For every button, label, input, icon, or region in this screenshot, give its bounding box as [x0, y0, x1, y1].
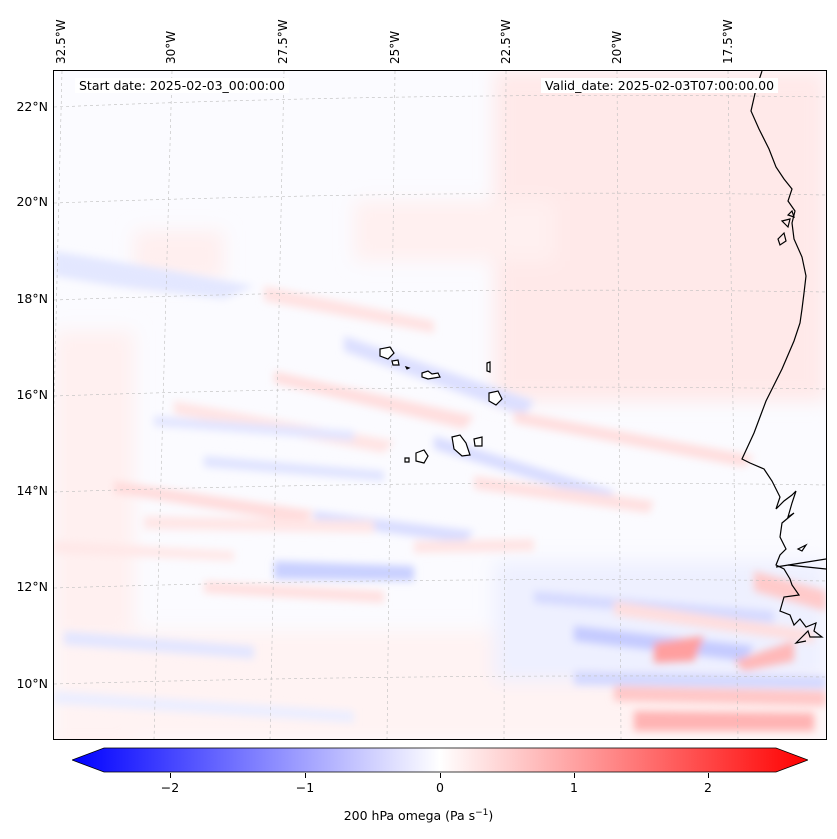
lat-label-14n: 14°N [16, 483, 48, 498]
colorbar-tickmark-neg1 [305, 773, 306, 778]
omega-colorbar [72, 747, 808, 773]
lat-label-20n: 20°N [16, 194, 48, 209]
colorbar-tickmark-2 [708, 773, 709, 778]
island-sao-vicente [391, 359, 400, 366]
colorbar-label-exponent: −1 [475, 808, 489, 818]
lon-label-32-5w: 32.5°W [54, 19, 68, 64]
island-sao-nicolau [421, 370, 441, 380]
lon-label-25w: 25°W [388, 30, 402, 64]
cape-verde-islands [379, 346, 503, 464]
lat-label-10n: 10°N [16, 676, 48, 691]
colorbar-tick-2: 2 [704, 780, 712, 795]
lon-label-27-5w: 27.5°W [276, 19, 290, 64]
omega-field-bands [54, 251, 826, 731]
graticule [54, 71, 826, 739]
start-date-text: Start date: 2025-02-03_00:00:00 [75, 78, 289, 93]
island-santiago [451, 434, 471, 457]
colorbar-label: 200 hPa omega (Pa s−1) [0, 808, 837, 823]
colorbar-tickmark-1 [574, 773, 575, 778]
omega-map [53, 70, 827, 740]
colorbar-tickmark-neg2 [170, 773, 171, 778]
colorbar-tick-0: 0 [436, 780, 444, 795]
lon-label-17-5w: 17.5°W [721, 19, 735, 64]
lat-label-16n: 16°N [16, 387, 48, 402]
lat-label-12n: 12°N [16, 579, 48, 594]
lat-label-22n: 22°N [16, 99, 48, 114]
island-fogo [415, 449, 429, 464]
lon-label-22-5w: 22.5°W [499, 19, 513, 64]
colorbar-label-main: 200 hPa omega (Pa s [343, 808, 476, 824]
colorbar-tickmark-0 [440, 773, 441, 778]
island-sal [486, 361, 491, 373]
colorbar-body [72, 747, 808, 773]
island-maio [473, 436, 483, 447]
lat-label-18n: 18°N [16, 291, 48, 306]
island-boa-vista [488, 390, 503, 406]
map-canvas [54, 71, 826, 739]
valid-date-text: Valid_date: 2025-02-03T07:00:00.00 [541, 78, 779, 93]
lon-label-30w: 30°W [164, 30, 178, 64]
colorbar-tick-neg1: −1 [295, 780, 315, 795]
african-coastline [741, 71, 826, 644]
colorbar-tick-1: 1 [570, 780, 578, 795]
lon-label-20w: 20°W [610, 30, 624, 64]
colorbar-label-close: ) [488, 808, 494, 824]
colorbar-tick-neg2: −2 [160, 780, 180, 795]
island-brava [404, 457, 410, 463]
island-santo-antao [379, 346, 395, 360]
